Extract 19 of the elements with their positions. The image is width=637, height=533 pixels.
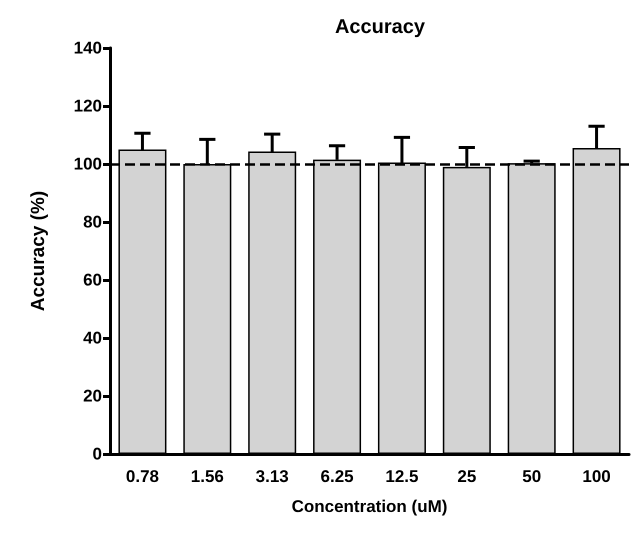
y-tick-label: 20 [83, 386, 102, 406]
y-tick-label: 60 [83, 270, 102, 290]
chart-title: Accuracy [334, 16, 426, 38]
y-tick-label: 140 [74, 38, 102, 58]
x-tick-label: 3.13 [256, 467, 289, 486]
y-tick-label: 0 [92, 444, 102, 464]
x-tick-label: 50 [522, 467, 542, 486]
y-axis-title: Accuracy (%) [28, 190, 49, 312]
y-tick-label: 100 [74, 154, 102, 174]
y-tick-label: 80 [83, 212, 102, 232]
x-tick-label: 100 [582, 467, 611, 486]
x-tick-label: 0.78 [126, 467, 159, 486]
y-tick-label: 120 [74, 96, 102, 116]
x-axis-title: Concentration (uM) [292, 497, 448, 516]
x-tick-label: 25 [457, 467, 476, 486]
y-tick-label: 40 [83, 328, 102, 348]
x-tick-label: 1.56 [190, 467, 224, 486]
x-tick-label: 12.5 [385, 467, 418, 486]
x-tick-label: 6.25 [320, 467, 354, 486]
